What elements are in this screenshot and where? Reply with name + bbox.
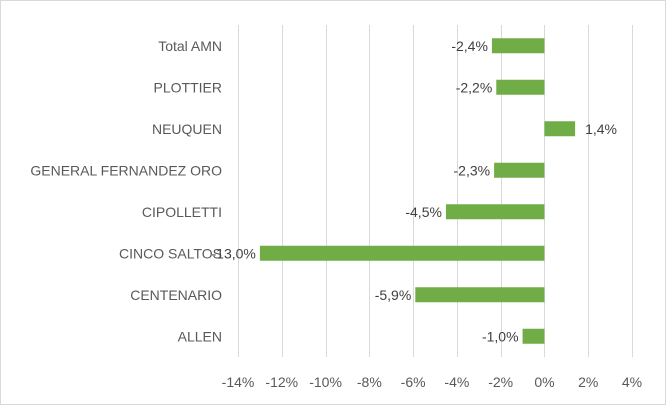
category-label: CINCO SALTOS: [119, 245, 222, 261]
category-label: GENERAL FERNANDEZ ORO: [30, 162, 222, 178]
category-label: CIPOLLETTI: [142, 204, 222, 220]
x-tick-label: -2%: [488, 374, 513, 390]
data-label: -2,3%: [454, 162, 491, 178]
x-tick-label: -6%: [401, 374, 426, 390]
bar: [496, 79, 545, 95]
x-tick-label: -8%: [357, 374, 382, 390]
category-label: Total AMN: [158, 38, 222, 54]
data-label: -1,0%: [482, 328, 519, 344]
data-label: -2,4%: [451, 38, 488, 54]
data-label: -2,2%: [456, 79, 493, 95]
data-label: -13,0%: [212, 245, 256, 261]
x-tick-label: -4%: [444, 374, 469, 390]
bar: [494, 162, 545, 178]
bar: [491, 38, 545, 54]
data-label: -5,9%: [375, 287, 412, 303]
data-label: -4,5%: [405, 204, 442, 220]
bar: [415, 287, 545, 303]
x-tick-label: 2%: [578, 374, 598, 390]
bar: [445, 204, 545, 220]
x-tick-label: -12%: [265, 374, 298, 390]
x-tick-label: 4%: [622, 374, 642, 390]
bar: [544, 121, 576, 137]
bar: [522, 328, 545, 344]
category-label: CENTENARIO: [130, 287, 222, 303]
x-tick-label: -10%: [309, 374, 342, 390]
data-label: 1,4%: [585, 121, 617, 137]
x-tick-label: -14%: [222, 374, 255, 390]
category-label: ALLEN: [178, 328, 222, 344]
x-tick-label: 0%: [534, 374, 554, 390]
category-label: NEUQUEN: [152, 121, 222, 137]
category-label: PLOTTIER: [154, 79, 222, 95]
bar: [259, 245, 545, 261]
